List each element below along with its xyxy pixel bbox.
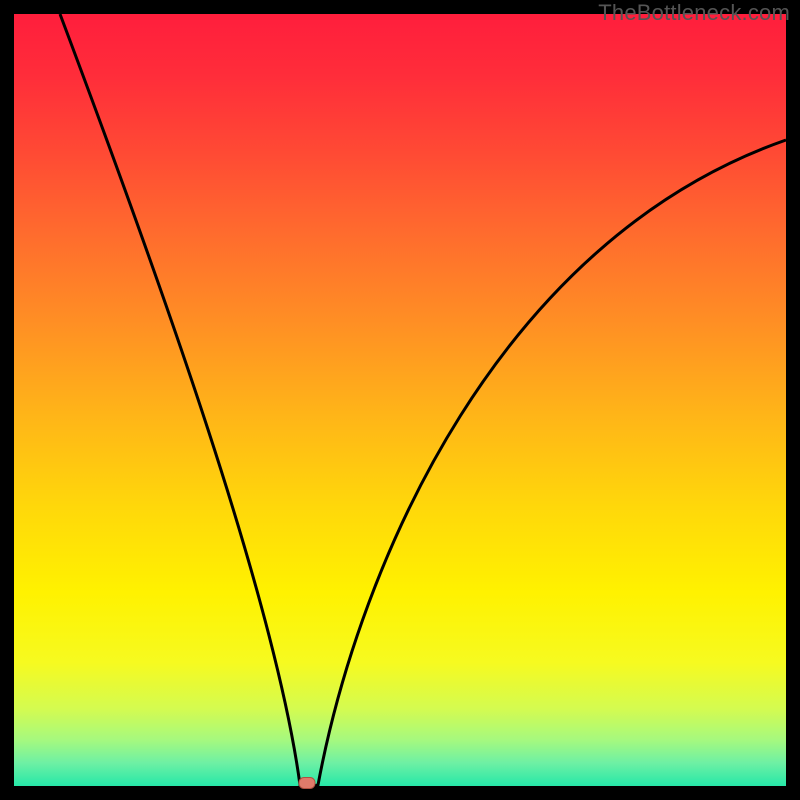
watermark-text: TheBottleneck.com [598,0,790,26]
gradient-background [14,14,786,786]
chart-container: TheBottleneck.com [0,0,800,800]
chart-svg [0,0,800,800]
optimal-point-marker [299,778,315,789]
